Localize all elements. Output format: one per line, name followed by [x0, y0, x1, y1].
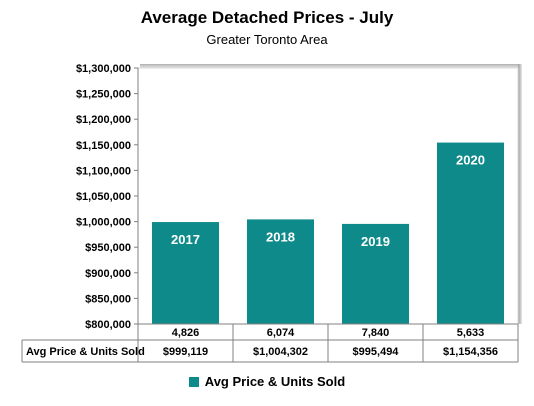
- units-sold-cell: 7,840: [362, 327, 390, 339]
- plot-shadow-top: [140, 64, 522, 68]
- y-tick-label: $950,000: [85, 242, 131, 254]
- chart-legend: Avg Price & Units Sold: [0, 374, 534, 389]
- units-sold-cell: 6,074: [267, 327, 295, 339]
- y-tick-label: $900,000: [85, 268, 131, 280]
- y-tick-label: $1,100,000: [76, 165, 131, 177]
- bar-2020: [437, 142, 504, 324]
- legend-swatch: [188, 376, 199, 387]
- table-row-label: Avg Price & Units Sold: [26, 346, 145, 358]
- y-tick-label: $1,000,000: [76, 217, 131, 229]
- plot-shadow-right: [518, 64, 522, 324]
- bar-category-label: 2017: [171, 232, 200, 247]
- y-tick-label: $800,000: [85, 319, 131, 331]
- avg-price-cell: $995,494: [353, 346, 400, 358]
- bar-2019: [342, 223, 409, 324]
- units-sold-cell: 4,826: [172, 327, 200, 339]
- y-tick-label: $1,250,000: [76, 89, 131, 101]
- units-sold-cell: 5,633: [457, 327, 485, 339]
- bar-category-label: 2019: [361, 234, 390, 249]
- legend-label: Avg Price & Units Sold: [204, 374, 346, 389]
- y-tick-label: $1,200,000: [76, 114, 131, 126]
- y-tick-label: $1,300,000: [76, 63, 131, 75]
- chart-title: Average Detached Prices - July: [140, 8, 394, 27]
- bar-2018: [247, 219, 314, 324]
- y-tick-label: $850,000: [85, 293, 131, 305]
- bar-category-label: 2020: [456, 153, 485, 168]
- bar-category-label: 2018: [266, 229, 295, 244]
- avg-price-cell: $1,154,356: [443, 346, 498, 358]
- y-tick-label: $1,150,000: [76, 140, 131, 152]
- y-tick-label: $1,050,000: [76, 191, 131, 203]
- chart-subtitle: Greater Toronto Area: [206, 32, 328, 47]
- avg-price-cell: $1,004,302: [253, 346, 308, 358]
- bar-2017: [152, 222, 219, 324]
- chart-plot: $800,000 $850,000 $900,000 $950,000 $1,000,0…: [21, 63, 522, 363]
- avg-price-cell: $999,119: [163, 346, 208, 358]
